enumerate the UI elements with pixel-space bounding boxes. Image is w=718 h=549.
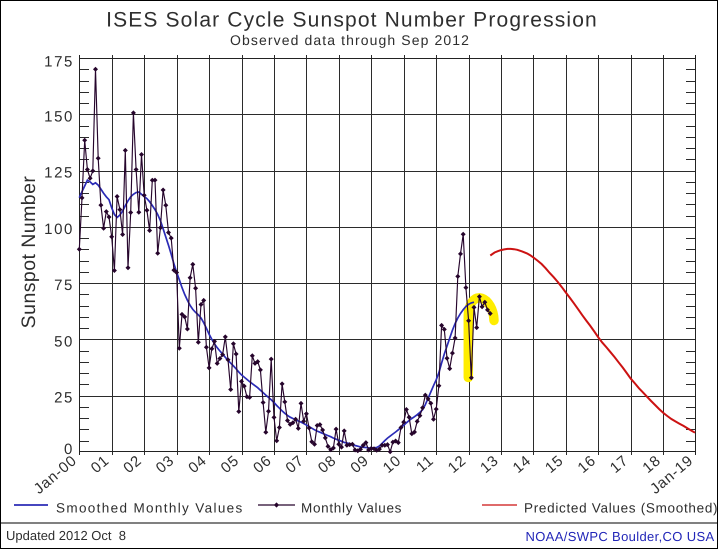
svg-text:100: 100 (44, 221, 74, 238)
svg-text:50: 50 (54, 333, 74, 350)
svg-text:Monthly Values: Monthly Values (301, 501, 402, 516)
svg-text:0: 0 (64, 441, 74, 458)
svg-text:150: 150 (44, 108, 74, 125)
svg-text:NOAA/SWPC Boulder,CO USA: NOAA/SWPC Boulder,CO USA (525, 529, 714, 544)
svg-text:Predicted Values (Smoothed): Predicted Values (Smoothed) (524, 501, 718, 516)
svg-text:Observed data through Sep 2012: Observed data through Sep 2012 (230, 32, 470, 48)
svg-text:75: 75 (54, 277, 74, 294)
svg-text:175: 175 (44, 54, 74, 71)
svg-text:Smoothed Monthly Values: Smoothed Monthly Values (56, 501, 244, 516)
svg-text:ISES Solar Cycle Sunspot Numbe: ISES Solar Cycle Sunspot Number Progress… (106, 9, 598, 32)
svg-text:Sunspot Number: Sunspot Number (18, 176, 40, 329)
svg-text:Updated 2012 Oct 8: Updated 2012 Oct 8 (6, 528, 126, 543)
svg-text:125: 125 (44, 165, 74, 182)
svg-text:25: 25 (54, 390, 74, 407)
